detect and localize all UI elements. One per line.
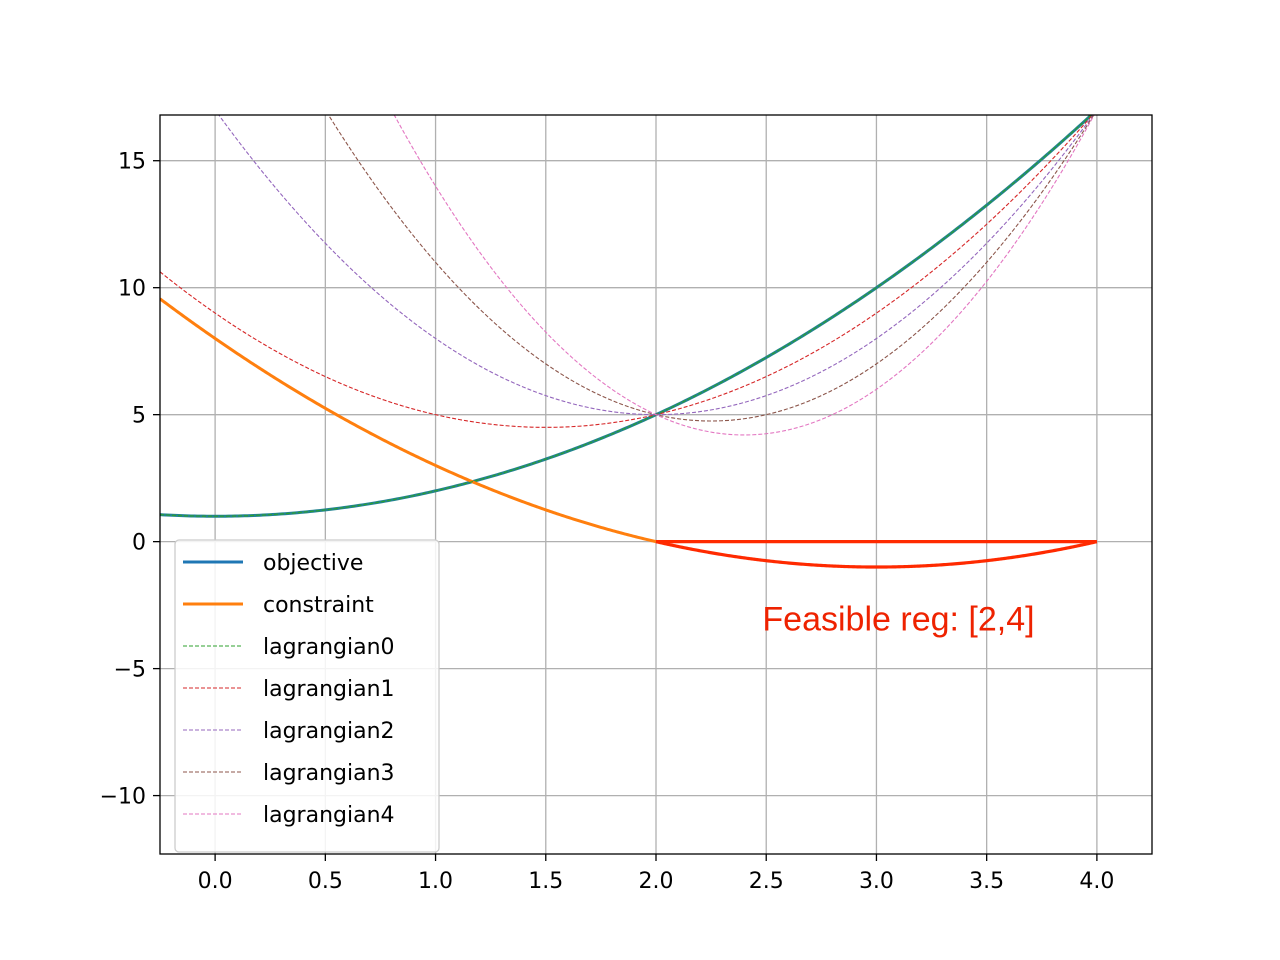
series-line-lagrangian0 — [160, 115, 1093, 517]
legend-label-objective: objective — [263, 551, 363, 576]
x-tick-label-2: 1.0 — [418, 869, 453, 894]
series-line-objective — [160, 115, 1094, 518]
x-tick-label-3: 1.5 — [528, 869, 563, 894]
plot-area — [160, 115, 1098, 569]
x-tick-label-1: 0.5 — [308, 869, 343, 894]
feasible-region-lower-curve — [655, 540, 1098, 569]
legend-label-lagrangian1: lagrangian1 — [263, 677, 395, 702]
y-tick-label-3: 5 — [132, 404, 146, 429]
legend-label-lagrangian0: lagrangian0 — [263, 635, 395, 660]
annotation-0: Feasible reg: [2,4] — [762, 601, 1034, 639]
x-tick-label-4: 2.0 — [639, 869, 674, 894]
y-tick-label-1: −5 — [114, 658, 146, 683]
series-line-lagrangian3 — [327, 115, 1095, 422]
y-tick-label-4: 10 — [118, 277, 146, 302]
x-axis-ticks: 0.0 0.5 1.0 1.5 2.0 2.5 3.0 3.5 4.0 — [198, 854, 1114, 894]
legend-label-lagrangian2: lagrangian2 — [263, 719, 395, 744]
y-tick-label-0: −10 — [100, 785, 146, 810]
x-tick-label-5: 2.5 — [749, 869, 784, 894]
y-tick-label-5: 15 — [118, 150, 146, 175]
legend: objective constraint lagrangian0 lagrangian… — [174, 539, 440, 853]
y-tick-label-2: 0 — [132, 531, 146, 556]
series-line-lagrangian4 — [393, 115, 1095, 436]
series-line-constraint — [160, 297, 657, 544]
legend-box — [174, 539, 440, 853]
legend-label-lagrangian3: lagrangian3 — [263, 761, 395, 786]
x-tick-label-6: 3.0 — [859, 869, 894, 894]
series-line-lagrangian1 — [160, 115, 1094, 428]
x-tick-label-8: 4.0 — [1079, 869, 1114, 894]
legend-label-constraint: constraint — [263, 593, 374, 618]
y-axis-ticks: −10 −5 0 5 10 15 — [100, 150, 160, 810]
x-tick-label-0: 0.0 — [198, 869, 233, 894]
annotations: Feasible reg: [2,4] — [762, 601, 1034, 639]
series-line-lagrangian2 — [218, 115, 1094, 416]
x-tick-label-7: 3.5 — [969, 869, 1004, 894]
series-lines — [160, 115, 1095, 544]
legend-label-lagrangian4: lagrangian4 — [263, 803, 395, 828]
feasible-region — [655, 540, 1098, 569]
